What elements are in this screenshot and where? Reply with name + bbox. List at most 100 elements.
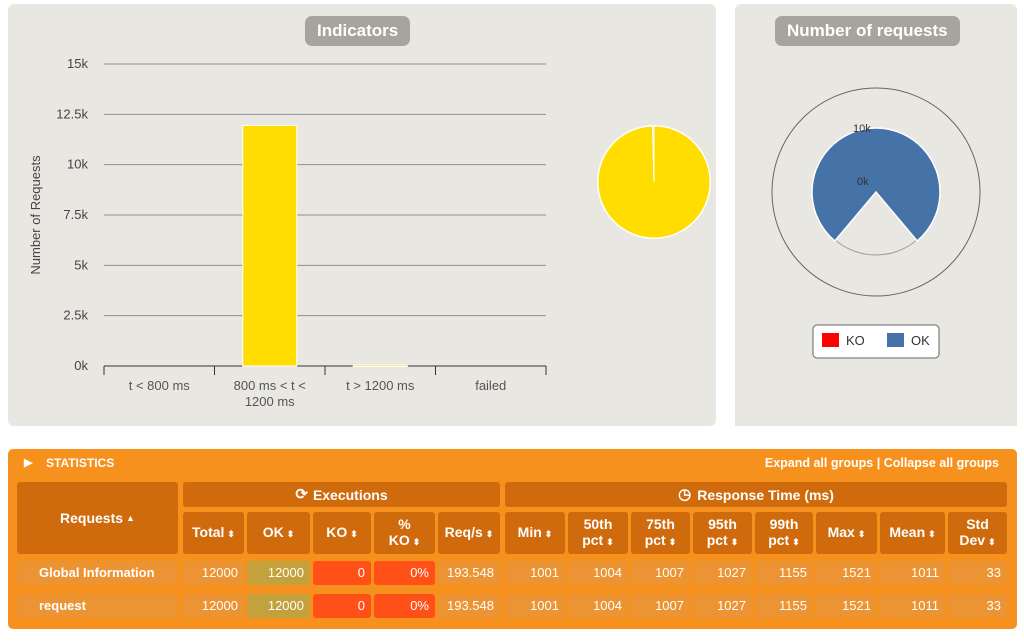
column-header-95thpct[interactable]: 95th pct ⬍ xyxy=(693,512,752,554)
cell-75thpct: 1007 xyxy=(631,594,690,618)
collapse-all-link[interactable]: Collapse all groups xyxy=(883,456,999,470)
y-tick-label: 5k xyxy=(74,257,88,272)
column-header-min[interactable]: Min ⬍ xyxy=(505,512,565,554)
sort-icon: ⬍ xyxy=(730,537,739,547)
x-tick-label: t > 1200 ms xyxy=(346,378,415,393)
clock-icon: ◷ xyxy=(678,485,692,503)
sort-icon: ⬍ xyxy=(928,529,936,539)
series-ok-area xyxy=(811,127,941,243)
sort-icon: ⬍ xyxy=(544,529,553,539)
cell-stddev: 33 xyxy=(948,594,1007,618)
sort-icon: ⬍ xyxy=(857,529,866,539)
cell-99thpct: 1155 xyxy=(755,561,813,585)
bar xyxy=(352,364,408,367)
cell-ko: 0% xyxy=(374,594,435,618)
executions-icon: ⟳ xyxy=(295,485,308,503)
response-time-header: ◷ Response Time (ms) xyxy=(505,482,1007,507)
cell-ko: 0 xyxy=(313,561,371,585)
y-tick-label: 2.5k xyxy=(63,308,88,323)
y-tick-label: 0k xyxy=(74,358,88,373)
legend-label: OK xyxy=(911,333,930,348)
row-name[interactable]: request xyxy=(17,594,178,618)
column-header-label: pct xyxy=(582,532,604,548)
requests-chart: 10k 0k KO OK xyxy=(771,87,981,359)
indicators-chart: 0k 2.5k 5k 7.5k 10k 12.5k 15k Number of Request… xyxy=(28,56,711,409)
cell-mean: 1011 xyxy=(880,594,945,618)
cell-95thpct: 1027 xyxy=(693,561,752,585)
pie-slice xyxy=(652,125,655,183)
requests-header-label: Requests xyxy=(60,510,124,526)
cell-min: 1001 xyxy=(505,594,565,618)
requests-panel-footer xyxy=(735,376,1017,426)
statistics-title: STATISTICS xyxy=(46,456,115,470)
legend: KO OK xyxy=(812,324,940,359)
outer-grid-circle xyxy=(771,87,981,297)
requests-column-header[interactable]: Requests ▲ xyxy=(17,482,178,554)
legend-label: KO xyxy=(846,333,865,348)
x-tick-label: 800 ms < t < xyxy=(234,378,306,393)
column-header-total[interactable]: Total ⬍ xyxy=(183,512,244,554)
y-tick-label: 10k xyxy=(67,157,88,172)
column-header-ko[interactable]: % KO ⬍ xyxy=(374,512,435,554)
legend-swatch xyxy=(822,333,839,347)
cell-mean: 1011 xyxy=(880,561,945,585)
column-header-reqs[interactable]: Req/s ⬍ xyxy=(438,512,500,554)
column-header-ko[interactable]: KO ⬍ xyxy=(313,512,371,554)
sort-icon: ⬍ xyxy=(668,537,677,547)
row-name[interactable]: Global Information xyxy=(17,561,178,585)
indicators-panel: Indicators 0k 2.5k 5k 7.5k 10k 12.5k 15k Number… xyxy=(8,4,716,426)
column-header-label: Total xyxy=(192,524,225,540)
column-header-50thpct[interactable]: 50th pct ⬍ xyxy=(568,512,628,554)
cell-stddev: 33 xyxy=(948,561,1007,585)
requests-title: Number of requests xyxy=(775,16,960,46)
column-header-75thpct[interactable]: 75th pct ⬍ xyxy=(631,512,690,554)
executions-header: ⟳ Executions xyxy=(183,482,500,507)
executions-header-label: Executions xyxy=(312,486,388,503)
sort-icon: ⬍ xyxy=(988,537,996,547)
column-header-label: Dev xyxy=(959,532,986,548)
cell-50thpct: 1004 xyxy=(568,561,628,585)
y-axis-label: Number of Requests xyxy=(28,155,43,275)
cell-75thpct: 1007 xyxy=(631,561,690,585)
column-header-ok[interactable]: OK ⬍ xyxy=(247,512,310,554)
group-controls: Expand all groups | Collapse all groups xyxy=(765,456,999,470)
y-tick-label: 15k xyxy=(67,56,88,71)
column-header-label: pct xyxy=(644,532,666,548)
x-tick-label: t < 800 ms xyxy=(129,378,191,393)
column-header-label: KO xyxy=(388,532,410,548)
expand-all-link[interactable]: Expand all groups xyxy=(764,456,874,470)
column-header-label: Req/s xyxy=(444,524,483,540)
column-header-label: KO xyxy=(326,524,348,540)
cell-95thpct: 1027 xyxy=(693,594,752,618)
column-header-label: 75th xyxy=(646,516,675,532)
sort-icon: ⬍ xyxy=(286,529,295,539)
sort-icon: ⬍ xyxy=(606,537,614,547)
cell-min: 1001 xyxy=(505,561,565,585)
column-header-label: Max xyxy=(827,524,855,540)
cell-ko: 0% xyxy=(374,561,435,585)
cell-ok: 12000 xyxy=(247,594,310,618)
column-header-99thpct[interactable]: 99th pct ⬍ xyxy=(755,512,813,554)
y-tick-label: 7.5k xyxy=(63,207,88,222)
cell-reqs: 193.548 xyxy=(438,561,500,585)
column-header-stddev[interactable]: Std Dev ⬍ xyxy=(948,512,1007,554)
x-tick-label: 1200 ms xyxy=(245,394,295,409)
legend-swatch xyxy=(887,333,904,347)
cell-50thpct: 1004 xyxy=(568,594,628,618)
cell-total: 12000 xyxy=(183,561,244,585)
cell-max: 1521 xyxy=(816,561,877,585)
radial-tick-label: 10k xyxy=(853,123,871,135)
column-header-mean[interactable]: Mean ⬍ xyxy=(880,512,945,554)
radial-tick-label: 0k xyxy=(857,176,869,188)
statistics-toggle-icon[interactable]: ▶ xyxy=(24,457,33,469)
column-header-label: 50th xyxy=(583,516,613,532)
response-time-header-label: Response Time (ms) xyxy=(697,486,834,503)
legend-box xyxy=(812,324,940,359)
column-header-max[interactable]: Max ⬍ xyxy=(816,512,877,554)
groups-separator: | xyxy=(876,456,881,470)
column-header-label: Mean xyxy=(889,524,926,540)
sort-icon: ⬍ xyxy=(350,529,358,539)
cell-reqs: 193.548 xyxy=(438,594,500,618)
statistics-panel: ▶ STATISTICS Expand all groups | Collaps… xyxy=(8,449,1017,629)
bar xyxy=(242,124,298,367)
